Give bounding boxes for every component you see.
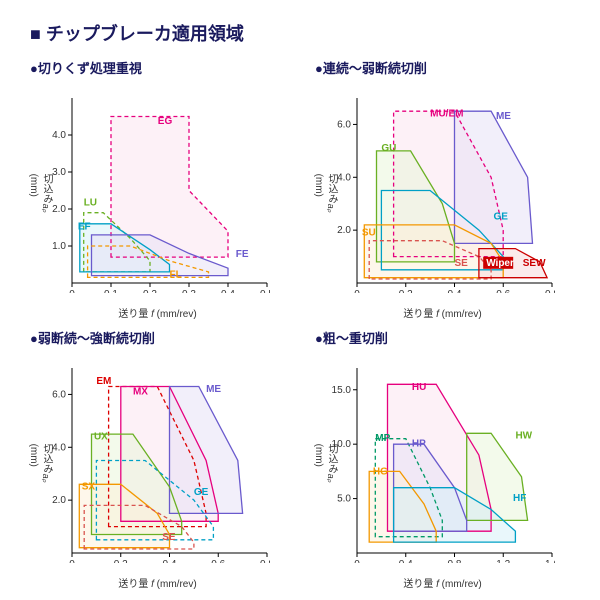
chart-svg: 00.40.81.21.65.010.015.0HUHWMPHPHGHF — [315, 353, 555, 563]
region-label-EG: EG — [158, 116, 173, 127]
chart-grid: ●切りくず処理重視 0 0.1 0.2 0.3 0.4 0.5 1.0 2.0 3.0 4.0 EG L… — [30, 58, 570, 590]
x-axis-label: 送り量 f (mm/rev) — [315, 305, 570, 320]
region-label-LU: LU — [84, 197, 97, 208]
chart-svg: 0 0.1 0.2 0.3 0.4 0.5 1.0 2.0 3.0 4.0 EG LU EF FE FL — [30, 83, 270, 293]
region-label-Wiper: Wiper — [486, 258, 514, 269]
y-axis-label: 切込みaₚ(mm) — [313, 174, 339, 213]
region-label-SEW: SEW — [523, 258, 546, 269]
region-label-GE: GE — [194, 487, 209, 498]
x-tick-label: 0 — [69, 559, 75, 563]
x-tick-label: 0.4 — [221, 289, 235, 293]
region-label-EM: EM — [96, 376, 111, 387]
y-tick-label: 6.0 — [337, 119, 351, 130]
y-tick-label: 15.0 — [332, 385, 352, 396]
x-tick-label: 0.8 — [448, 559, 462, 563]
region-label-SE: SE — [162, 532, 176, 543]
region-label-SE: SE — [455, 258, 469, 269]
region-label-GU: GU — [381, 143, 396, 154]
x-tick-label: 0.2 — [114, 559, 128, 563]
chart-block-2: ●弱断続～強断続切削 0 0.2 0.4 0.6 0.8 2.0 4.0 6.0 EM MX ME UX… — [30, 328, 285, 590]
chart-area: 0 0.2 0.4 0.6 0.8 2.0 4.0 6.0 MU/EM ME GU GE SU SE Wip… — [315, 83, 555, 303]
region-label-EF: EF — [78, 221, 91, 232]
region-label-HW: HW — [515, 431, 532, 442]
x-tick-label: 0.8 — [545, 289, 555, 293]
chart-title: ●弱断続～強断続切削 — [30, 328, 285, 347]
region-fill-ME — [455, 111, 533, 243]
x-tick-label: 0.2 — [143, 289, 157, 293]
chart-block-3: ●粗～重切削00.40.81.21.65.010.015.0HUHWMPHPHG… — [315, 328, 570, 590]
x-tick-label: 1.6 — [545, 559, 555, 563]
region-label-GE: GE — [494, 212, 509, 223]
y-tick-label: 4.0 — [52, 130, 66, 141]
region-label-FE: FE — [236, 249, 249, 260]
x-tick-label: 0 — [354, 559, 360, 563]
x-tick-label: 0.6 — [496, 289, 510, 293]
chart-block-0: ●切りくず処理重視 0 0.1 0.2 0.3 0.4 0.5 1.0 2.0 3.0 4.0 EG L… — [30, 58, 285, 320]
region-label-SU: SU — [362, 227, 376, 238]
chart-area: 00.40.81.21.65.010.015.0HUHWMPHPHGHF切込みa… — [315, 353, 555, 573]
y-tick-label: 2.0 — [52, 495, 66, 506]
region-label-MP: MP — [375, 433, 390, 444]
region-label-HG: HG — [373, 467, 388, 478]
region-label-MX: MX — [133, 386, 148, 397]
x-tick-label: 0.6 — [211, 559, 225, 563]
y-tick-label: 1.0 — [52, 241, 66, 252]
region-label-HU: HU — [412, 382, 426, 393]
chart-block-1: ●連続～弱断続切削 0 0.2 0.4 0.6 0.8 2.0 4.0 6.0 MU/EM ME GU… — [315, 58, 570, 320]
chart-title: ●粗～重切削 — [315, 328, 570, 347]
x-axis-label: 送り量 f (mm/rev) — [30, 305, 285, 320]
x-tick-label: 0.8 — [260, 559, 270, 563]
y-tick-label: 3.0 — [52, 167, 66, 178]
y-tick-label: 2.0 — [52, 204, 66, 215]
region-label-HF: HF — [513, 493, 526, 504]
x-tick-label: 0.4 — [399, 559, 413, 563]
x-tick-label: 1.2 — [496, 559, 510, 563]
region-label-HP: HP — [412, 438, 426, 449]
y-axis-label: 切込みaₚ(mm) — [313, 444, 339, 483]
x-tick-label: 0 — [354, 289, 360, 293]
chart-title: ●連続～弱断続切削 — [315, 58, 570, 77]
x-tick-label: 0.5 — [260, 289, 270, 293]
region-label-ME: ME — [206, 384, 221, 395]
y-tick-label: 5.0 — [337, 494, 351, 505]
region-label-ME: ME — [496, 111, 511, 122]
y-tick-label: 2.0 — [337, 225, 351, 236]
y-axis-label: 切込みaₚ(mm) — [28, 174, 54, 213]
chart-svg: 0 0.2 0.4 0.6 0.8 2.0 4.0 6.0 EM MX ME UX GE SX SE — [30, 353, 270, 563]
x-tick-label: 0.2 — [399, 289, 413, 293]
chart-area: 0 0.2 0.4 0.6 0.8 2.0 4.0 6.0 EM MX ME UX GE SX SE 切込みa… — [30, 353, 270, 573]
x-tick-label: 0 — [69, 289, 75, 293]
x-tick-label: 0.4 — [163, 559, 177, 563]
x-tick-label: 0.3 — [182, 289, 196, 293]
chart-title: ●切りくず処理重視 — [30, 58, 285, 77]
y-tick-label: 4.0 — [337, 172, 351, 183]
chart-area: 0 0.1 0.2 0.3 0.4 0.5 1.0 2.0 3.0 4.0 EG LU EF FE FL 切込… — [30, 83, 270, 303]
y-tick-label: 4.0 — [52, 442, 66, 453]
y-tick-label: 6.0 — [52, 389, 66, 400]
y-axis-label: 切込みaₚ(mm) — [28, 444, 54, 483]
x-axis-label: 送り量 f (mm/rev) — [315, 575, 570, 590]
region-label-UX: UX — [94, 431, 108, 442]
region-label-SX: SX — [82, 482, 96, 493]
chart-svg: 0 0.2 0.4 0.6 0.8 2.0 4.0 6.0 MU/EM ME GU GE SU SE Wip… — [315, 83, 555, 293]
x-tick-label: 0.4 — [448, 289, 462, 293]
x-tick-label: 0.1 — [104, 289, 118, 293]
region-label-MU/EM: MU/EM — [430, 109, 463, 120]
main-title: ■ チップブレーカ適用領域 — [30, 20, 570, 46]
region-label-FL: FL — [170, 269, 182, 280]
x-axis-label: 送り量 f (mm/rev) — [30, 575, 285, 590]
